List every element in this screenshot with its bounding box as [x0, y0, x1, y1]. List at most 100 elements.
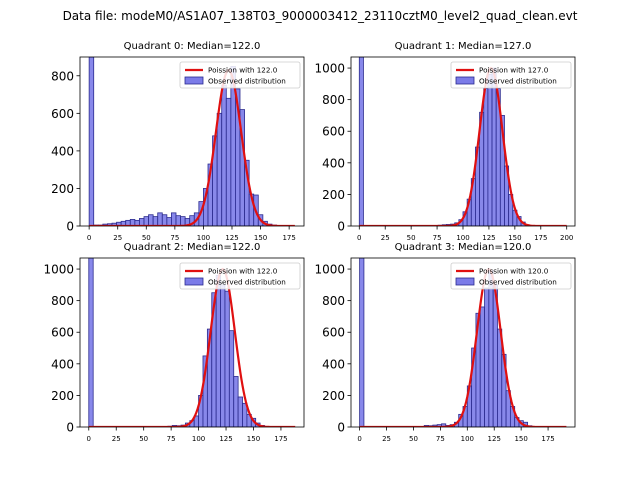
x-tick-label: 175 — [282, 234, 295, 242]
y-tick-label: 0 — [337, 421, 345, 435]
y-tick-label: 1000 — [314, 263, 345, 277]
histogram-bar — [157, 212, 163, 226]
histogram-bar — [479, 306, 485, 427]
x-tick-label: 25 — [112, 435, 121, 443]
quadrant-1-title: Quadrant 1: Median=127.0 — [395, 41, 532, 52]
quadrant-1-panel: Quadrant 1: Median=127.0 0 25 50 75 100 125 150… — [314, 41, 576, 242]
legend-bar-label: Observed distribution — [208, 278, 286, 287]
histogram-bar — [148, 214, 154, 226]
quadrant-2-legend: Poission with 122.0 Observed distribution — [179, 262, 301, 290]
y-tick-label: 600 — [51, 107, 74, 121]
y-tick-label: 400 — [322, 156, 345, 170]
legend-bar-swatch — [455, 277, 475, 286]
quadrant-3-panel: Quadrant 3: Median=120.0 0 25 50 75 100 125 150… — [314, 242, 576, 443]
x-tick-label: 100 — [192, 435, 205, 443]
x-tick-label: 150 — [254, 234, 267, 242]
histogram-bar — [215, 274, 221, 427]
x-tick-label: 100 — [461, 435, 474, 443]
x-tick-label: 150 — [514, 435, 527, 443]
x-tick-label: 50 — [407, 234, 416, 242]
histogram-bar — [221, 84, 227, 226]
histogram-bar — [487, 73, 493, 226]
quadrant-3-bars — [359, 258, 537, 427]
legend-box — [179, 262, 301, 290]
y-tick-label: 1000 — [314, 62, 345, 76]
legend-curve-label: Poission with 127.0 — [479, 66, 549, 75]
quadrant-1-legend: Poission with 127.0 Observed distribution — [450, 61, 572, 89]
y-tick-label: 0 — [337, 220, 345, 234]
y-tick-label: 600 — [51, 326, 74, 340]
quadrant-panels: Quadrant 0: Median=122.0 0 25 50 75 100 125 150… — [43, 41, 576, 443]
histogram-bar — [175, 215, 181, 226]
x-tick-label: 200 — [560, 234, 573, 242]
x-tick-label: 125 — [219, 435, 232, 443]
poisson-curve — [359, 267, 567, 427]
x-tick-label: 125 — [225, 234, 238, 242]
legend-curve-label: Poission with 122.0 — [208, 66, 278, 75]
x-tick-label: 75 — [433, 234, 442, 242]
legend-bar-label: Observed distribution — [479, 278, 557, 287]
x-tick-label: 25 — [113, 234, 122, 242]
x-tick-label: 0 — [357, 435, 361, 443]
histogram-bar — [88, 258, 94, 427]
x-tick-label: 175 — [541, 435, 554, 443]
quadrant-0-legend: Poission with 122.0 Observed distribution — [179, 61, 301, 89]
histogram-bar — [143, 216, 149, 226]
legend-box — [179, 61, 301, 89]
quadrant-2-panel: Quadrant 2: Median=122.0 0 25 50 75 100 125 150… — [43, 242, 305, 443]
histogram-bar — [483, 88, 489, 226]
y-tick-label: 400 — [51, 144, 74, 158]
quadrant-0-title: Quadrant 0: Median=122.0 — [124, 41, 261, 52]
x-tick-label: 75 — [167, 435, 176, 443]
legend-bar-swatch — [455, 76, 475, 85]
y-tick-label: 200 — [322, 188, 345, 202]
x-tick-label: 100 — [197, 234, 210, 242]
y-tick-label: 0 — [66, 421, 74, 435]
y-tick-label: 200 — [322, 389, 345, 403]
y-tick-label: 200 — [51, 389, 74, 403]
y-tick-label: 1000 — [43, 263, 74, 277]
y-tick-label: 200 — [51, 182, 74, 196]
x-tick-label: 175 — [274, 435, 287, 443]
histogram-bar — [358, 57, 364, 226]
poisson-curve — [88, 267, 296, 427]
x-tick-label: 175 — [534, 234, 547, 242]
poisson-curve — [359, 66, 567, 226]
histogram-bar — [216, 112, 223, 226]
x-tick-label: 0 — [87, 435, 91, 443]
quadrant-3-axes-frame — [350, 257, 576, 428]
quadrant-2-axes-frame — [79, 257, 305, 428]
histogram-bar — [488, 270, 494, 427]
histogram-bar — [228, 330, 235, 427]
legend-bar-label: Observed distribution — [479, 77, 557, 86]
poisson-curve — [89, 68, 295, 226]
histogram-bar — [484, 287, 490, 427]
y-tick-label: 800 — [322, 93, 345, 107]
histogram-bar — [161, 214, 168, 226]
legend-bar-swatch — [184, 277, 204, 286]
y-tick-label: 600 — [322, 326, 345, 340]
y-tick-label: 600 — [322, 125, 345, 139]
x-tick-label: 150 — [247, 435, 260, 443]
y-tick-label: 400 — [322, 357, 345, 371]
x-tick-label: 100 — [456, 234, 469, 242]
histogram-bar — [220, 284, 226, 427]
y-tick-label: 400 — [51, 357, 74, 371]
legend-bar-swatch — [184, 76, 204, 85]
histogram-bar — [225, 97, 232, 226]
legend-bar-label: Observed distribution — [208, 77, 286, 86]
quadrant-3-title: Quadrant 3: Median=120.0 — [395, 242, 532, 253]
x-tick-label: 75 — [436, 435, 445, 443]
legend-box — [450, 262, 572, 290]
figure-suptitle: Data file: modeM0/AS1A07_138T03_90000034… — [63, 9, 578, 23]
histogram-bar — [491, 67, 497, 226]
quadrant-0-axes-frame — [79, 56, 305, 227]
x-tick-label: 50 — [142, 234, 151, 242]
histogram-bar — [233, 376, 239, 427]
histogram-bar — [224, 290, 230, 427]
x-tick-label: 75 — [170, 234, 179, 242]
histogram-bar — [152, 216, 159, 226]
y-tick-label: 0 — [66, 220, 74, 234]
histogram-bar — [359, 258, 365, 427]
